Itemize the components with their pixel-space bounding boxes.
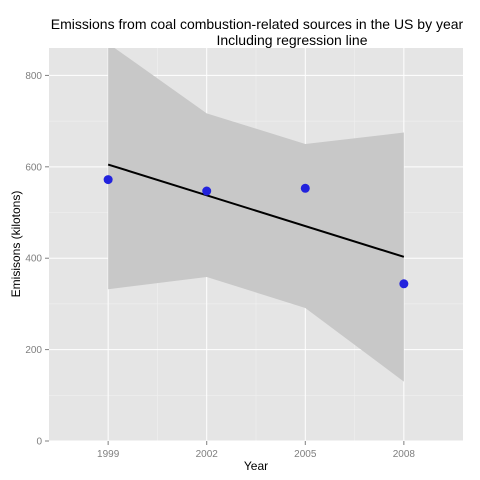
- confidence-band-area: [108, 48, 404, 382]
- confidence-band: [108, 48, 404, 382]
- y-axis: 0 200 400 600 800: [25, 71, 49, 448]
- x-tick-label: 2002: [196, 449, 219, 460]
- data-point: [300, 183, 310, 193]
- regression-line-path: [107, 163, 405, 258]
- regression-line: [107, 163, 405, 258]
- y-tick-label: 200: [25, 345, 42, 356]
- x-axis-title: Year: [244, 459, 268, 473]
- x-tick-label: 2005: [294, 449, 317, 460]
- x-tick-label: 2008: [393, 449, 416, 460]
- y-axis-title: Emisisons (kilotons): [9, 191, 23, 298]
- chart-title: Emissions from coal combustion-related s…: [51, 16, 464, 32]
- y-tick-label: 600: [25, 162, 42, 173]
- y-tick-label: 0: [36, 437, 42, 448]
- x-axis: 1999 2002 2005 2008: [97, 441, 415, 460]
- y-tick-label: 400: [25, 254, 42, 265]
- chart-subtitle: Including regression line: [217, 32, 368, 48]
- data-point: [202, 186, 212, 196]
- y-tick-label: 800: [25, 71, 42, 82]
- data-point: [399, 279, 409, 289]
- data-point: [103, 175, 113, 185]
- data-points: [103, 175, 409, 289]
- x-tick-label: 1999: [97, 449, 120, 460]
